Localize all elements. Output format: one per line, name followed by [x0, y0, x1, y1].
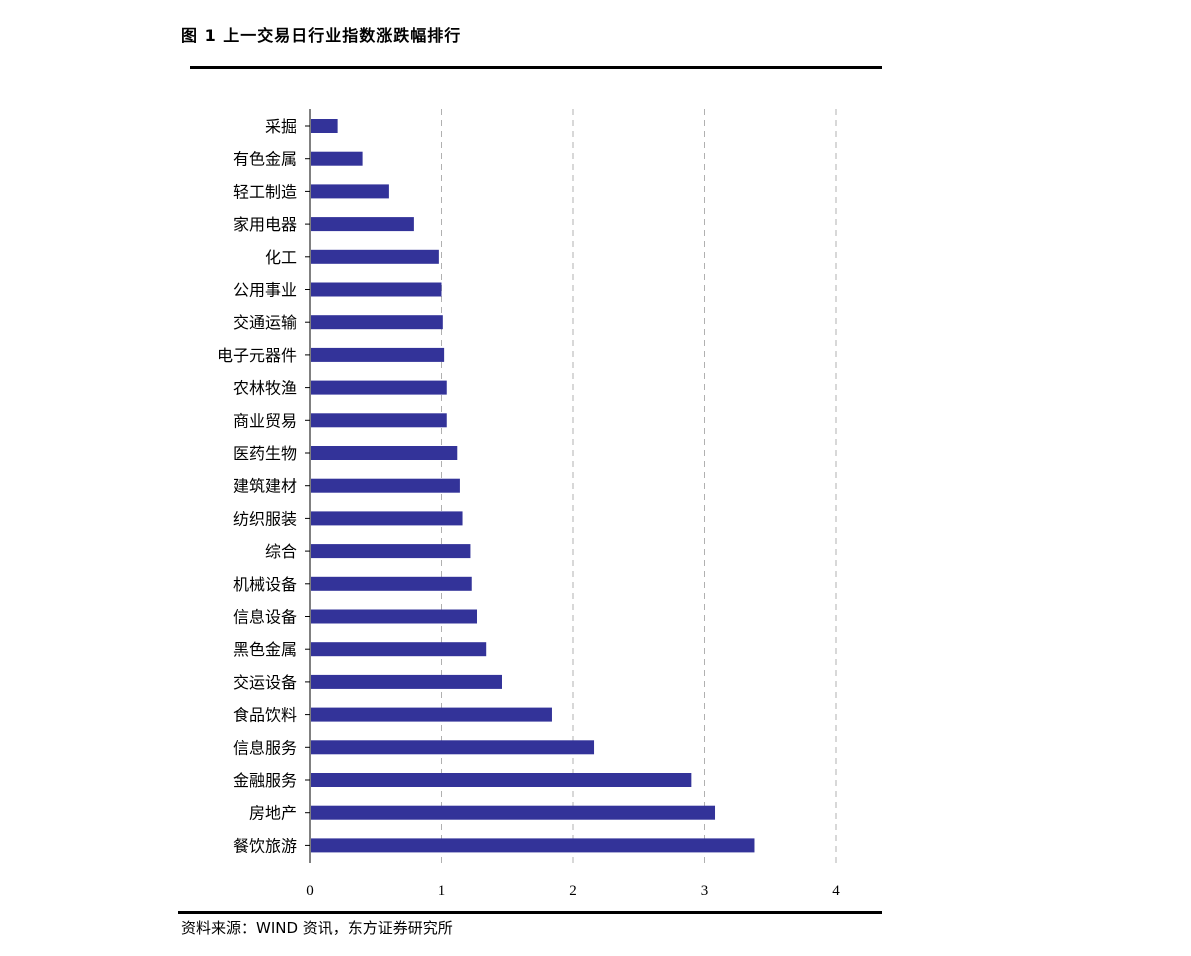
- top-rule: [190, 66, 882, 69]
- x-tick-label: 1: [438, 883, 446, 899]
- x-tick-label: 0: [306, 883, 314, 899]
- category-label: 交运设备: [233, 673, 297, 692]
- category-label: 电子元器件: [217, 346, 297, 365]
- bar: [311, 249, 439, 264]
- category-label: 交通运输: [233, 313, 297, 332]
- category-label: 纺织服装: [233, 509, 297, 528]
- category-label: 医药生物: [233, 444, 297, 463]
- x-tick-label: 4: [832, 883, 840, 899]
- bar: [311, 674, 502, 689]
- category-label: 综合: [265, 542, 297, 561]
- x-tick-label: 3: [701, 883, 709, 899]
- source-note: 资料来源：WIND 资讯，东方证券研究所: [181, 919, 453, 937]
- bar: [311, 642, 487, 657]
- x-tick-label: 2: [569, 883, 577, 899]
- category-label: 建筑建材: [233, 477, 297, 496]
- category-label: 商业贸易: [233, 411, 297, 430]
- category-label: 采掘: [265, 117, 297, 136]
- bar: [311, 347, 445, 362]
- bar: [311, 315, 443, 330]
- bar: [311, 544, 471, 559]
- category-label: 农林牧渔: [233, 379, 297, 398]
- bar: [311, 740, 595, 755]
- bar: [311, 413, 447, 428]
- bar: [311, 282, 442, 297]
- bar: [311, 446, 458, 460]
- category-label: 信息服务: [233, 738, 297, 757]
- category-label: 公用事业: [233, 281, 297, 300]
- bar: [311, 511, 463, 526]
- bar: [311, 609, 478, 624]
- bar: [311, 151, 363, 166]
- bar: [311, 478, 460, 493]
- bar: [311, 576, 472, 591]
- bar: [311, 805, 716, 820]
- bar: [311, 119, 338, 133]
- category-label: 家用电器: [233, 215, 297, 234]
- category-label: 金融服务: [233, 771, 297, 790]
- figure-title: 图 1 上一交易日行业指数涨跌幅排行: [181, 26, 462, 45]
- category-label: 信息设备: [233, 608, 297, 627]
- bar: [311, 217, 414, 232]
- bar: [311, 838, 755, 853]
- category-label: 化工: [265, 248, 297, 267]
- bar: [311, 184, 389, 199]
- category-label: 餐饮旅游: [233, 836, 297, 855]
- category-label: 有色金属: [233, 150, 297, 169]
- category-label: 房地产: [249, 804, 297, 823]
- bar: [311, 380, 447, 395]
- category-label: 食品饮料: [233, 706, 297, 725]
- category-label: 黑色金属: [233, 640, 297, 659]
- bar: [311, 707, 552, 722]
- bar: [311, 773, 692, 787]
- category-label: 机械设备: [233, 575, 297, 594]
- bottom-rule: [178, 911, 882, 914]
- category-label: 轻工制造: [233, 182, 297, 201]
